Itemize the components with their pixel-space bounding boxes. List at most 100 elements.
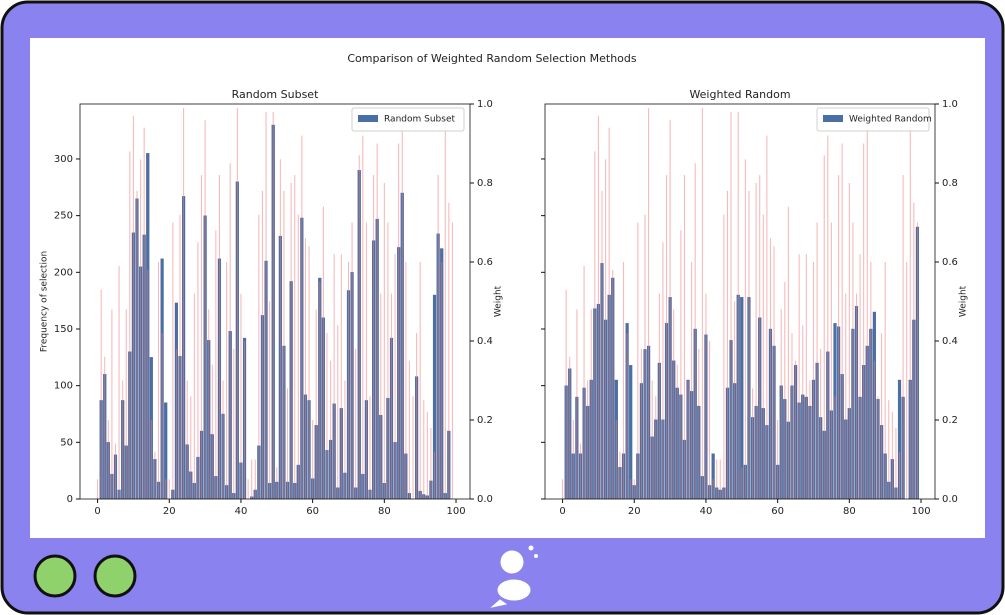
weight-bar: [601, 191, 602, 499]
weight-bar: [197, 242, 198, 499]
weight-bar: [298, 215, 299, 499]
weight-bar: [584, 266, 585, 499]
weight-bar: [369, 396, 370, 499]
weight-bar: [852, 223, 853, 500]
weight-bar: [827, 136, 828, 499]
weight-bar: [341, 254, 342, 499]
weight-bar: [276, 467, 277, 499]
weight-bar: [104, 357, 105, 499]
weight-bar: [702, 108, 703, 499]
y2-tick-label: 1.0: [477, 99, 493, 110]
x-tick-label: 20: [163, 506, 176, 517]
weight-bar: [670, 120, 671, 499]
weight-bar: [291, 183, 292, 499]
weight-bar: [237, 108, 238, 499]
weight-bar: [219, 175, 220, 499]
weight-bar: [430, 428, 431, 499]
weight-bar: [359, 155, 360, 499]
weight-bar: [448, 203, 449, 499]
weight-bar: [652, 381, 653, 500]
weight-bar: [312, 420, 313, 499]
weight-bar: [576, 309, 577, 499]
weight-bar: [212, 365, 213, 499]
weight-bar: [720, 460, 721, 500]
weight-bar: [913, 203, 914, 499]
y2-tick-label: 0.4: [942, 336, 958, 347]
window-button[interactable]: [95, 556, 135, 596]
weight-bar: [655, 396, 656, 499]
weight-bar: [151, 420, 152, 499]
weight-bar: [834, 396, 835, 499]
weight-bar: [395, 254, 396, 499]
weight-bar: [409, 361, 410, 499]
weight-bar: [849, 183, 850, 499]
weight-bar: [420, 262, 421, 499]
weight-bar: [903, 175, 904, 499]
weight-bar: [412, 396, 413, 499]
x-tick-label: 0: [94, 506, 100, 517]
y-tick-label: 50: [60, 437, 73, 448]
weight-bar: [405, 262, 406, 499]
weight-bar: [190, 396, 191, 499]
weight-bar: [262, 191, 263, 499]
weight-bar: [140, 159, 141, 499]
weight-bar: [255, 460, 256, 500]
weight-bar: [248, 479, 249, 499]
y-tick-label: 250: [54, 211, 73, 222]
y2-tick-label: 0.2: [942, 415, 958, 426]
weight-bar: [240, 294, 241, 499]
weight-bar: [337, 325, 338, 499]
weight-bar: [630, 479, 631, 499]
weight-bar: [122, 381, 123, 500]
weight-bar: [387, 223, 388, 500]
weight-bar: [659, 294, 660, 499]
weight-bar: [799, 254, 800, 499]
y2-tick-label: 0.8: [477, 178, 493, 189]
weight-bar: [201, 175, 202, 499]
weight-bar: [316, 309, 317, 499]
weight-bar: [136, 191, 137, 499]
weight-bar: [748, 191, 749, 499]
weight-bar: [169, 479, 170, 499]
weight-bar: [774, 246, 775, 499]
weight-bar: [877, 396, 878, 499]
weight-bar: [813, 262, 814, 499]
weight-bar: [438, 175, 439, 499]
weight-bar: [641, 349, 642, 499]
weight-bar: [377, 144, 378, 500]
window-button[interactable]: [35, 556, 75, 596]
weight-bar: [870, 262, 871, 499]
weight-bar: [687, 381, 688, 500]
weight-bar: [634, 479, 635, 499]
weight-bar: [445, 124, 446, 499]
weight-bar: [777, 420, 778, 499]
weight-bar: [380, 294, 381, 499]
weight-bar: [763, 215, 764, 499]
weight-bar: [888, 400, 889, 499]
weight-bar: [709, 341, 710, 499]
weight-bar: [355, 349, 356, 499]
weight-bar: [906, 262, 907, 499]
y2-tick-label: 0.4: [477, 336, 493, 347]
weight-bar: [662, 242, 663, 499]
weight-bar: [194, 294, 195, 499]
legend-swatch: [823, 115, 843, 122]
weight-bar: [895, 428, 896, 499]
y2-axis-label: Weight: [959, 285, 969, 317]
weight-bar: [111, 309, 112, 499]
weight-bar: [594, 151, 595, 499]
y2-tick-label: 1.0: [942, 99, 958, 110]
weight-bar: [731, 112, 732, 499]
weight-bar: [352, 223, 353, 500]
weight-bar: [609, 128, 610, 499]
weight-bar: [309, 246, 310, 499]
weight-bar: [208, 309, 209, 499]
weight-bar: [402, 116, 403, 499]
weight-bar: [101, 290, 102, 499]
y2-tick-label: 0.6: [942, 257, 958, 268]
x-tick-label: 80: [843, 506, 856, 517]
weight-bar: [391, 294, 392, 499]
weight-bar: [226, 262, 227, 499]
y-tick-label: 150: [54, 324, 73, 335]
y2-tick-label: 0.2: [477, 415, 493, 426]
